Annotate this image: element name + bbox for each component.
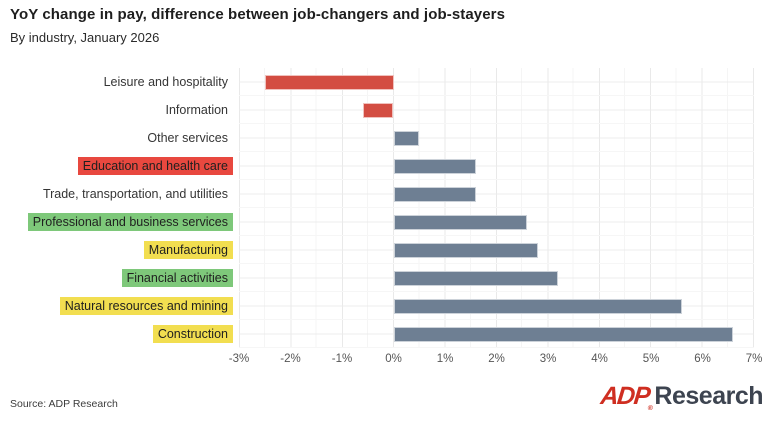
category-label-row: Leisure and hospitality bbox=[0, 68, 233, 96]
category-label: Leisure and hospitality bbox=[103, 75, 228, 89]
category-label-row: Manufacturing bbox=[0, 236, 233, 264]
category-label-row: Education and health care bbox=[0, 152, 233, 180]
chart-title: YoY change in pay, difference between jo… bbox=[10, 6, 506, 23]
x-tick-label: -3% bbox=[228, 353, 250, 365]
category-label-row: Other services bbox=[0, 124, 233, 152]
x-tick-label: 1% bbox=[436, 353, 454, 365]
category-label: Natural resources and mining bbox=[59, 297, 233, 315]
bar bbox=[264, 74, 394, 90]
x-tick-label: 4% bbox=[591, 353, 608, 365]
bar bbox=[362, 102, 394, 118]
bar bbox=[393, 270, 559, 286]
category-label: Financial activities bbox=[121, 269, 233, 287]
category-label: Information bbox=[165, 103, 228, 117]
bar bbox=[393, 186, 476, 202]
x-tick-label: 0% bbox=[385, 353, 402, 365]
plot-area bbox=[239, 68, 754, 348]
category-axis: Leisure and hospitality Information Other … bbox=[0, 68, 233, 348]
category-label: Construction bbox=[152, 325, 233, 343]
source-note: Source: ADP Research bbox=[10, 398, 118, 410]
category-label: Manufacturing bbox=[143, 241, 233, 259]
category-label-row: Information bbox=[0, 96, 233, 124]
category-label-row: Natural resources and mining bbox=[0, 292, 233, 320]
bar bbox=[393, 158, 476, 174]
x-tick-label: 6% bbox=[694, 353, 711, 365]
x-tick-label: -2% bbox=[280, 353, 301, 365]
category-label: Education and health care bbox=[77, 157, 233, 175]
category-label: Trade, transportation, and utilities bbox=[42, 187, 228, 201]
x-tick-label: 5% bbox=[642, 353, 660, 365]
bar bbox=[393, 242, 538, 258]
chart-subtitle: By industry, January 2026 bbox=[10, 30, 160, 45]
category-label-row: Trade, transportation, and utilities bbox=[0, 180, 233, 208]
adp-research-logo: ADP®Research bbox=[599, 381, 763, 424]
x-tick-label: -1% bbox=[331, 353, 353, 365]
adp-logo-mark: ADP® bbox=[599, 382, 654, 412]
category-label: Other services bbox=[147, 131, 228, 145]
x-tick-label: 3% bbox=[539, 353, 557, 365]
bar bbox=[393, 326, 734, 342]
bar bbox=[393, 130, 420, 146]
x-tick-label: 2% bbox=[488, 353, 505, 365]
category-label-row: Financial activities bbox=[0, 264, 233, 292]
x-tick-label: 7% bbox=[745, 353, 763, 365]
registered-mark: ® bbox=[647, 405, 654, 412]
category-label-row: Construction bbox=[0, 320, 233, 348]
bar bbox=[393, 214, 528, 230]
category-label-row: Professional and business services bbox=[0, 208, 233, 236]
bar bbox=[393, 298, 682, 314]
category-label: Professional and business services bbox=[27, 213, 233, 231]
logo-research-text: Research bbox=[654, 382, 763, 410]
x-axis: -3% -2% -1% 0% 1% 2% 3% 4% 5% 6% 7% bbox=[229, 353, 763, 369]
